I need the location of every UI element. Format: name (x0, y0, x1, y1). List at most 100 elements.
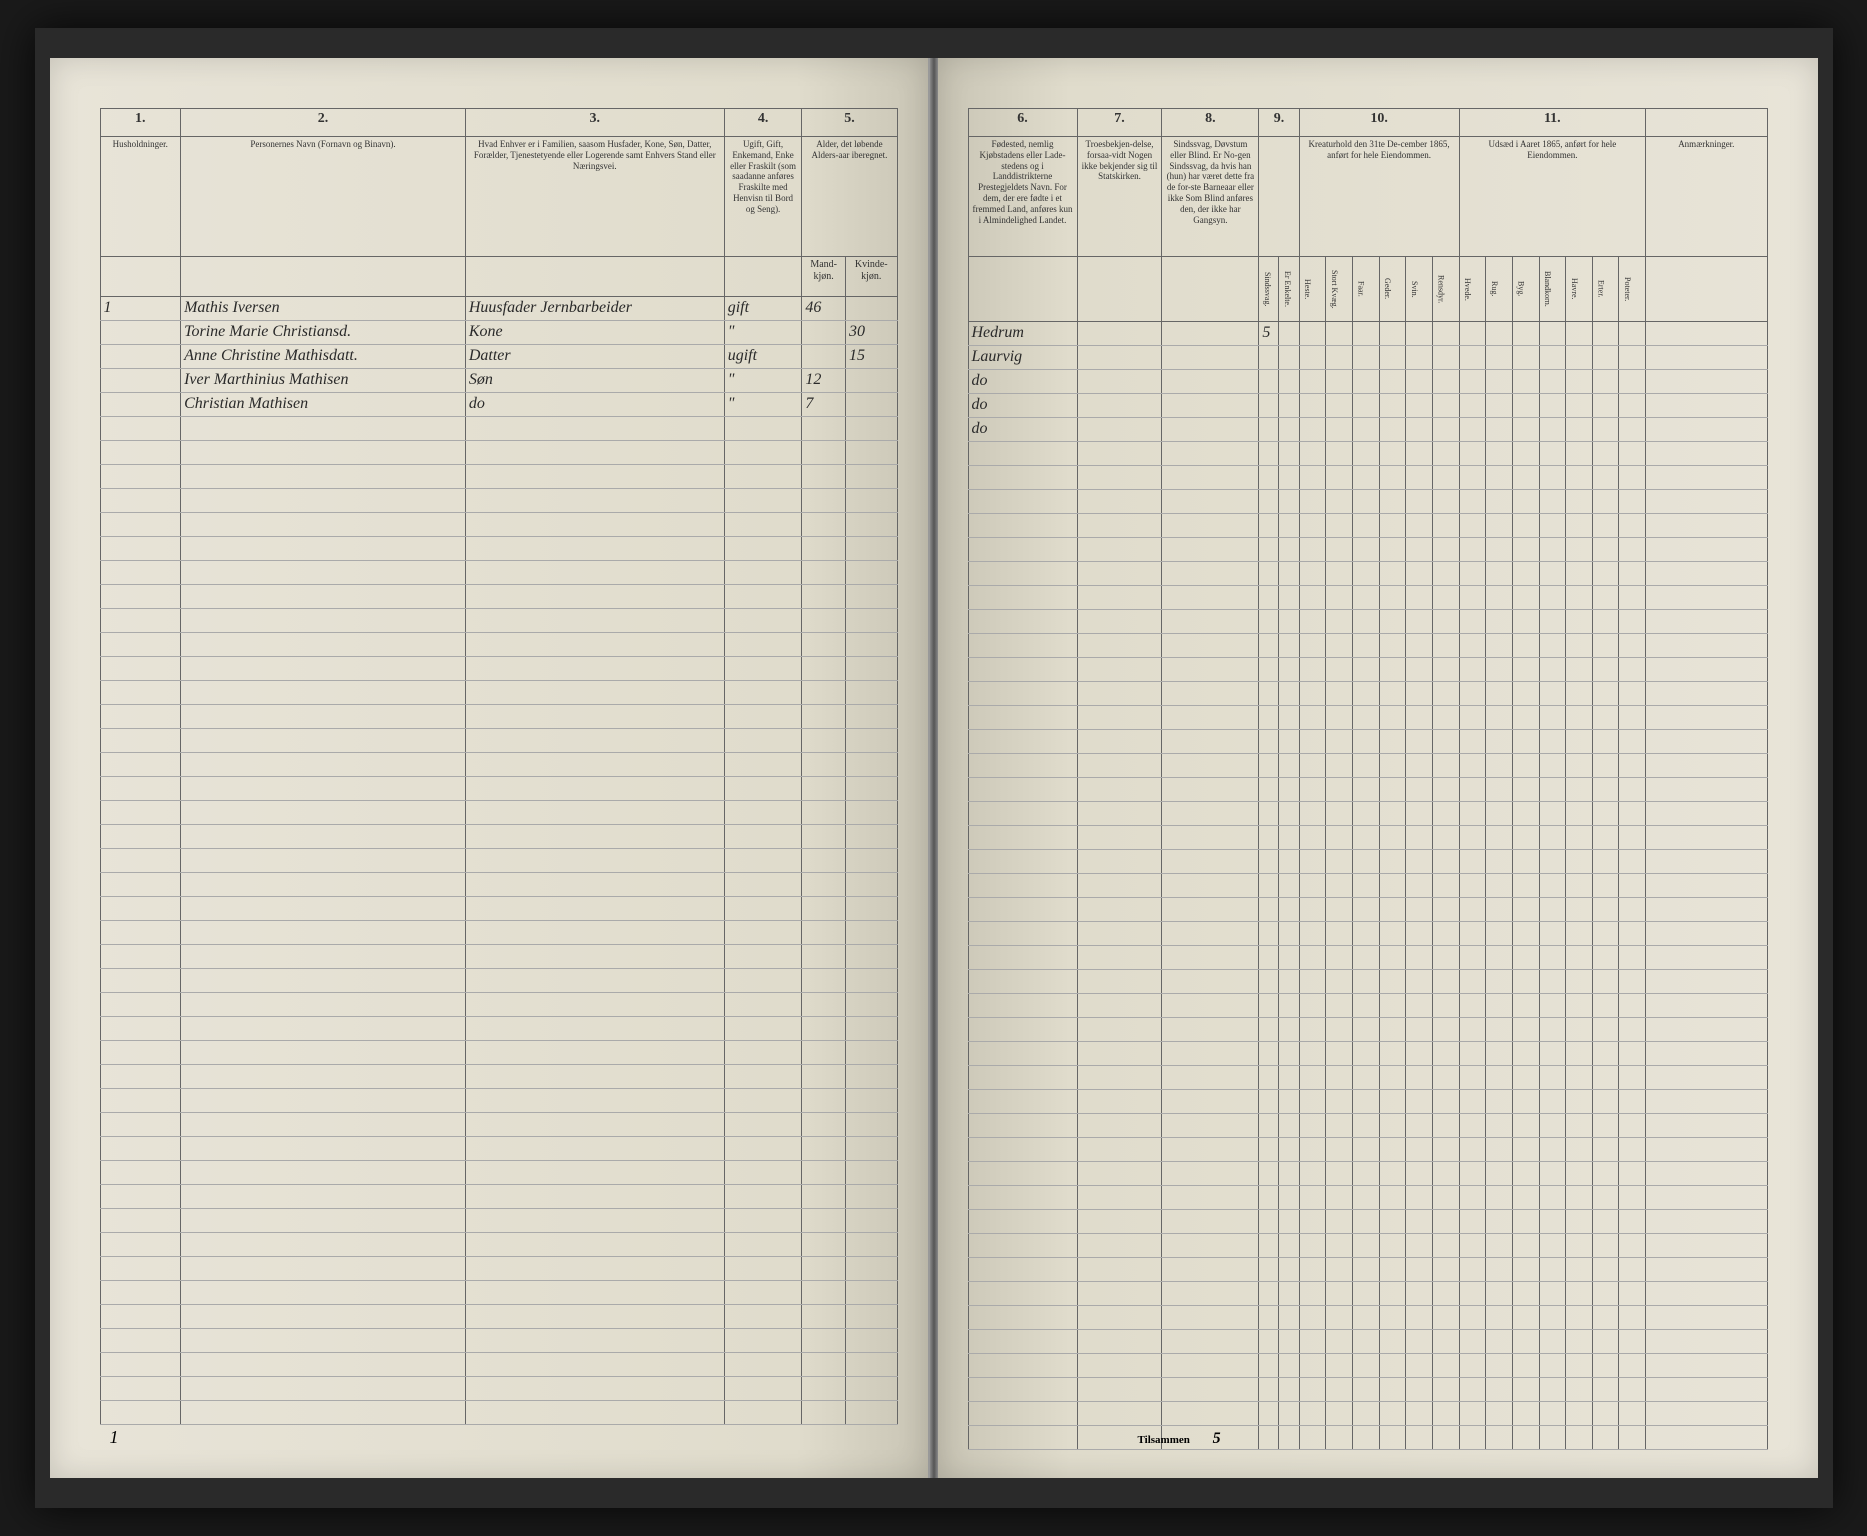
table-row (968, 610, 1767, 634)
col-10-num: 10. (1299, 109, 1459, 137)
table-row (100, 513, 897, 537)
column-number-row: 1. 2. 3. 4. 5. (100, 109, 897, 137)
relation-cell: Huusfader Jernbarbeider (465, 297, 724, 321)
col9-cell (1259, 346, 1279, 370)
column-header-row: Husholdninger. Personernes Navn (Fornavn… (100, 137, 897, 257)
col-2-num: 2. (181, 109, 466, 137)
col-4-num: 4. (724, 109, 802, 137)
table-row (100, 657, 897, 681)
sub10-1: Heste. (1303, 259, 1313, 319)
column-header-row-right: Fødested, nemlig Kjøbstadens eller Lade-… (968, 137, 1767, 257)
name-cell: Torine Marie Christiansd. (181, 321, 466, 345)
sub10-4: Geder. (1383, 259, 1393, 319)
table-row (968, 682, 1767, 706)
table-row (100, 705, 897, 729)
table-row (968, 826, 1767, 850)
left-table-body: 1 Mathis Iversen Huusfader Jernbarbeider… (100, 297, 897, 1425)
table-row (968, 1138, 1767, 1162)
sub10-2: Stort Kvæg. (1329, 259, 1339, 319)
sub11-6: Erter. (1596, 259, 1606, 319)
table-row (968, 586, 1767, 610)
table-row (968, 1282, 1767, 1306)
footer-label: Tilsammen (1138, 1434, 1190, 1446)
table-row (100, 849, 897, 873)
footer-value: 5 (1213, 1430, 1221, 1447)
relation-cell: do (465, 393, 724, 417)
table-row: Anne Christine Mathisdatt. Datter ugift … (100, 345, 897, 369)
table-row (968, 658, 1767, 682)
status-cell: ugift (724, 345, 802, 369)
col-1-num: 1. (100, 109, 181, 137)
col-remarks-header: Anmærkninger. (1646, 137, 1767, 257)
table-row (968, 562, 1767, 586)
left-footer: 1 (110, 1427, 119, 1448)
table-row (968, 1186, 1767, 1210)
sub11-4: Blandkorn. (1543, 259, 1553, 319)
col-9-num: 9. (1259, 109, 1299, 137)
table-row: Iver Marthinius Mathisen Søn " 12 (100, 369, 897, 393)
table-row (100, 969, 897, 993)
name-cell: Iver Marthinius Mathisen (181, 369, 466, 393)
birthplace-cell: do (968, 394, 1077, 418)
household-cell (100, 321, 181, 345)
status-cell: gift (724, 297, 802, 321)
name-cell: Anne Christine Mathisdatt. (181, 345, 466, 369)
table-row (100, 1305, 897, 1329)
col9-cell (1259, 370, 1279, 394)
table-row (100, 1329, 897, 1353)
left-page: 1. 2. 3. 4. 5. Husholdninger. Personerne… (50, 58, 930, 1478)
col-7-num: 7. (1077, 109, 1162, 137)
col-10-header: Kreaturhold den 31te De-cember 1865, anf… (1299, 137, 1459, 257)
table-row (968, 1162, 1767, 1186)
table-row: 1 Mathis Iversen Huusfader Jernbarbeider… (100, 297, 897, 321)
status-cell: " (724, 393, 802, 417)
table-row (100, 441, 897, 465)
sub10-6: Rensdyr. (1436, 259, 1446, 319)
table-row (100, 1065, 897, 1089)
table-row (968, 706, 1767, 730)
age-f-cell (845, 369, 897, 393)
table-row (968, 1018, 1767, 1042)
right-table: 6. 7. 8. 9. 10. 11. Fødested, nemlig Kjø… (968, 108, 1768, 1450)
table-row (100, 753, 897, 777)
table-row (968, 538, 1767, 562)
col-3-header: Hvad Enhver er i Familien, saasom Husfad… (465, 137, 724, 257)
table-row (100, 825, 897, 849)
table-row (968, 1426, 1767, 1450)
table-row (968, 1402, 1767, 1426)
col-11-num: 11. (1459, 109, 1646, 137)
book-spine (930, 58, 938, 1478)
table-row (100, 489, 897, 513)
table-row (968, 754, 1767, 778)
birthplace-cell: Hedrum (968, 322, 1077, 346)
table-row (968, 922, 1767, 946)
table-row (100, 633, 897, 657)
table-row (968, 994, 1767, 1018)
table-row (100, 561, 897, 585)
table-row (968, 898, 1767, 922)
table-row (968, 1210, 1767, 1234)
table-row (968, 946, 1767, 970)
table-row (100, 1233, 897, 1257)
table-row (100, 1041, 897, 1065)
right-page: 6. 7. 8. 9. 10. 11. Fødested, nemlig Kjø… (938, 58, 1818, 1478)
table-row (968, 850, 1767, 874)
age-m-cell: 12 (802, 369, 846, 393)
right-table-body: Hedrum5Laurvigdododo (968, 322, 1767, 1450)
ledger-book: 1. 2. 3. 4. 5. Husholdninger. Personerne… (35, 28, 1833, 1508)
table-row (100, 1185, 897, 1209)
table-row: Torine Marie Christiansd. Kone " 30 (100, 321, 897, 345)
age-f-cell (845, 393, 897, 417)
age-m-cell: 46 (802, 297, 846, 321)
relation-cell: Kone (465, 321, 724, 345)
table-row (100, 537, 897, 561)
relation-cell: Søn (465, 369, 724, 393)
status-cell: " (724, 321, 802, 345)
subcol-male: Mand-kjøn. (802, 257, 846, 297)
table-row (968, 730, 1767, 754)
sub11-2: Rug. (1489, 259, 1499, 319)
subcol-row: Mand-kjøn. Kvinde-kjøn. (100, 257, 897, 297)
household-cell: 1 (100, 297, 181, 321)
table-row (968, 1330, 1767, 1354)
table-row (100, 609, 897, 633)
